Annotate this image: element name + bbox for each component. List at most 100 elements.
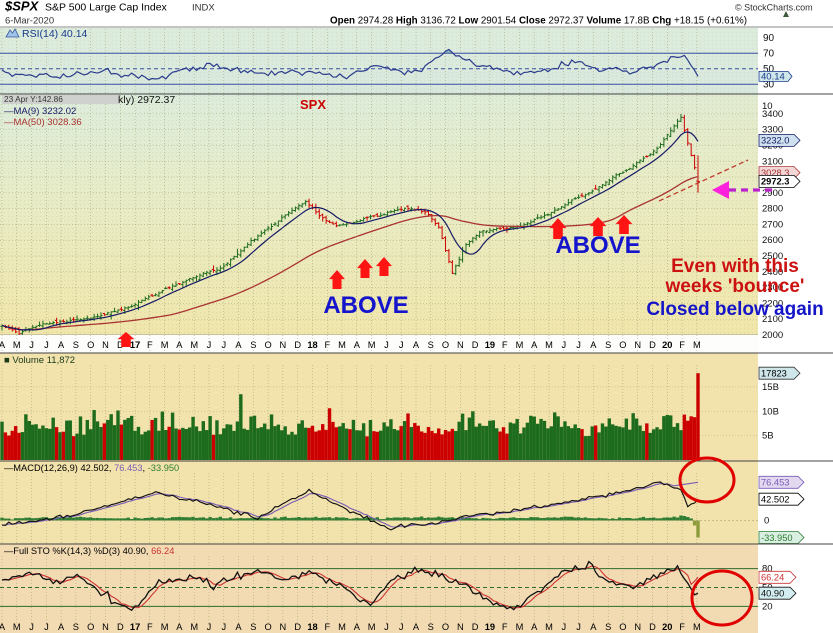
svg-text:■ Volume 11,872: ■ Volume 11,872 [4, 355, 75, 366]
svg-text:S: S [428, 340, 434, 350]
svg-text:N: N [634, 340, 641, 350]
svg-text:N: N [280, 340, 287, 350]
svg-text:40.14: 40.14 [761, 71, 785, 82]
svg-text:18: 18 [307, 340, 317, 350]
svg-text:S: S [605, 340, 611, 350]
svg-text:D: D [649, 622, 656, 632]
svg-text:20: 20 [662, 340, 672, 350]
svg-text:5B: 5B [762, 431, 774, 442]
svg-text:3100: 3100 [762, 156, 783, 167]
svg-text:M: M [545, 622, 553, 632]
svg-text:M: M [693, 340, 701, 350]
svg-text:N: N [280, 622, 287, 632]
svg-text:A: A [531, 622, 538, 632]
svg-text:A: A [0, 622, 6, 632]
svg-text:J: J [44, 340, 49, 350]
svg-text:$SPX: $SPX [4, 0, 40, 14]
svg-text:F: F [324, 340, 330, 350]
svg-text:O: O [619, 340, 626, 350]
svg-text:S: S [73, 622, 79, 632]
svg-text:S: S [428, 622, 434, 632]
svg-text:Open 2974.28 High 3136.72 Lo: Open 2974.28 High 3136.72 Low 2901.54 Cl… [330, 16, 747, 27]
svg-text:A: A [235, 622, 242, 632]
svg-text:M: M [13, 340, 21, 350]
svg-text:J: J [576, 622, 581, 632]
svg-text:10B: 10B [762, 406, 779, 417]
svg-text:42.502: 42.502 [761, 495, 789, 505]
svg-text:D: D [294, 622, 301, 632]
svg-text:19: 19 [485, 340, 495, 350]
svg-text:O: O [264, 622, 271, 632]
svg-text:—MA(9) 3232.02: —MA(9) 3232.02 [4, 106, 76, 117]
svg-text:© StockCharts.com: © StockCharts.com [735, 3, 813, 13]
svg-text:ABOVE: ABOVE [323, 292, 408, 319]
svg-text:M: M [545, 340, 553, 350]
svg-text:19: 19 [485, 622, 495, 632]
svg-text:J: J [221, 622, 226, 632]
svg-text:J: J [221, 340, 226, 350]
svg-text:2600: 2600 [762, 235, 783, 246]
svg-text:ABOVE: ABOVE [555, 232, 640, 259]
svg-text:Even with this: Even with this [671, 256, 799, 277]
svg-text:SPX: SPX [300, 97, 326, 112]
svg-text:-33.950: -33.950 [761, 533, 793, 543]
svg-text:N: N [102, 340, 109, 350]
svg-text:N: N [457, 340, 464, 350]
svg-text:A: A [354, 340, 361, 350]
svg-text:J: J [576, 340, 581, 350]
svg-text:J: J [207, 340, 212, 350]
svg-text:40.90: 40.90 [761, 589, 784, 599]
svg-text:F: F [502, 340, 508, 350]
svg-text:D: D [649, 340, 656, 350]
svg-text:M: M [693, 622, 701, 632]
svg-text:2972.3: 2972.3 [761, 177, 789, 187]
svg-text:J: J [561, 340, 566, 350]
svg-text:O: O [442, 622, 449, 632]
svg-text:J: J [384, 622, 389, 632]
svg-text:M: M [368, 340, 376, 350]
svg-text:10: 10 [762, 101, 773, 112]
svg-text:M: M [190, 622, 198, 632]
svg-text:A: A [0, 340, 6, 350]
svg-text:A: A [590, 340, 597, 350]
svg-text:J: J [207, 622, 212, 632]
svg-text:INDX: INDX [192, 3, 215, 14]
svg-text:A: A [354, 622, 361, 632]
svg-text:F: F [679, 340, 685, 350]
svg-text:A: A [413, 340, 420, 350]
svg-text:M: M [368, 622, 376, 632]
svg-text:66.24: 66.24 [761, 573, 784, 583]
svg-text:F: F [502, 622, 508, 632]
svg-text:M: M [338, 340, 346, 350]
svg-text:90: 90 [763, 33, 775, 44]
svg-text:M: M [516, 340, 524, 350]
svg-text:2700: 2700 [762, 219, 783, 230]
svg-text:M: M [161, 622, 169, 632]
svg-text:J: J [399, 340, 404, 350]
svg-text:RSI(14) 40.14: RSI(14) 40.14 [22, 28, 88, 40]
svg-text:A: A [176, 340, 183, 350]
svg-text:J: J [561, 622, 566, 632]
svg-text:kly) 2972.37: kly) 2972.37 [118, 94, 175, 106]
svg-text:S: S [250, 340, 256, 350]
svg-text:F: F [147, 340, 153, 350]
svg-text:D: D [294, 340, 301, 350]
svg-text:S: S [250, 622, 256, 632]
svg-text:23 Apr Y:142.86: 23 Apr Y:142.86 [4, 94, 63, 104]
svg-text:A: A [58, 340, 65, 350]
svg-text:O: O [264, 340, 271, 350]
svg-text:J: J [44, 622, 49, 632]
svg-text:D: D [117, 622, 124, 632]
svg-text:J: J [29, 622, 34, 632]
svg-text:17: 17 [130, 622, 140, 632]
svg-text:O: O [442, 340, 449, 350]
svg-text:M: M [190, 340, 198, 350]
svg-text:A: A [590, 622, 597, 632]
svg-text:O: O [87, 622, 94, 632]
svg-text:D: D [472, 340, 479, 350]
svg-text:S: S [73, 340, 79, 350]
svg-text:17823: 17823 [761, 369, 787, 379]
svg-text:0: 0 [764, 516, 769, 527]
svg-text:S: S [605, 622, 611, 632]
svg-text:F: F [679, 622, 685, 632]
